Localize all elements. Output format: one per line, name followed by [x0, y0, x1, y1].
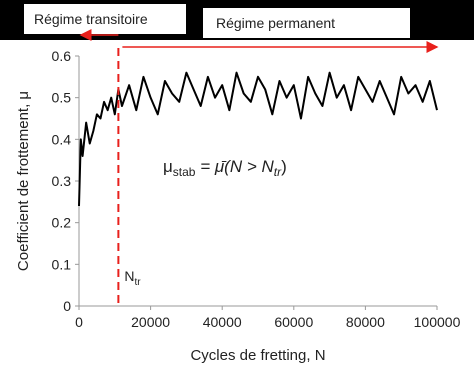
- y-tick-label: 0.1: [52, 256, 72, 272]
- y-tick-label: 0.2: [52, 215, 72, 231]
- x-tick-label: 100000: [414, 314, 461, 330]
- x-tick-label: 0: [75, 314, 83, 330]
- eq-part: tr: [274, 165, 282, 179]
- y-tick-label: 0.4: [52, 131, 72, 147]
- y-tick-label: 0.6: [52, 48, 72, 64]
- eq-part: ): [281, 157, 287, 176]
- eq-part: = μ̄(N > N: [195, 157, 274, 176]
- label-box: [24, 4, 186, 34]
- ntr-part: tr: [135, 277, 142, 288]
- eq-part: μ: [163, 157, 173, 176]
- y-tick-label: 0.3: [52, 173, 72, 189]
- regime-label: Régime transitoire: [34, 11, 148, 27]
- label-box: [203, 8, 410, 38]
- ntr-label: Ntr: [124, 268, 141, 288]
- ntr-part: N: [124, 268, 134, 284]
- x-tick-label: 20000: [131, 314, 170, 330]
- y-tick-label: 0.5: [52, 90, 72, 106]
- x-tick-label: 40000: [203, 314, 242, 330]
- regime-label: Régime permanent: [216, 15, 335, 31]
- y-axis-label: Coefficient de frottement, μ: [15, 91, 32, 271]
- equation: μstab = μ̄(N > Ntr): [163, 157, 287, 179]
- x-tick-label: 60000: [274, 314, 313, 330]
- x-tick-label: 80000: [346, 314, 385, 330]
- data-line: [78, 71, 438, 207]
- y-tick-label: 0: [63, 298, 71, 314]
- x-axis-label: Cycles de fretting, N: [190, 347, 325, 364]
- eq-part: stab: [173, 165, 196, 179]
